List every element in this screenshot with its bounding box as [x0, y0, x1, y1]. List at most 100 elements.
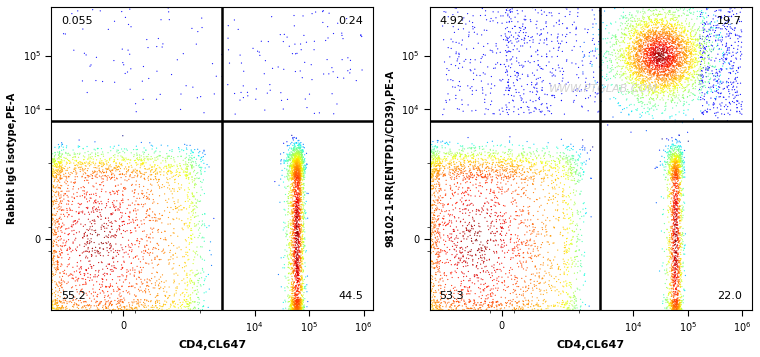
Point [287, 194, 299, 200]
Point [137, 149, 149, 155]
Point [291, 165, 303, 171]
Point [274, 200, 286, 205]
Point [674, 78, 686, 84]
Point [513, 30, 525, 35]
Point [272, 272, 284, 277]
Point [499, 318, 511, 324]
Point [435, 307, 448, 313]
Point [179, 294, 191, 300]
Point [81, 267, 93, 273]
Point [671, 58, 683, 64]
Point [647, 45, 659, 51]
Point [703, 65, 715, 71]
Point [289, 310, 301, 316]
Point [567, 218, 579, 224]
Point [420, 326, 432, 332]
Point [639, 32, 651, 38]
Point [675, 187, 687, 193]
Point [505, 276, 518, 282]
Point [287, 307, 299, 312]
Point [468, 173, 480, 179]
Point [661, 153, 673, 159]
Point [290, 316, 302, 322]
Point [282, 285, 294, 291]
Point [54, 176, 66, 181]
Point [138, 297, 150, 302]
Point [289, 313, 301, 318]
Point [673, 269, 686, 275]
Point [107, 153, 119, 159]
Point [447, 192, 459, 197]
Point [648, 56, 660, 61]
Point [501, 57, 513, 62]
Point [89, 139, 101, 145]
Point [671, 176, 683, 181]
Point [519, 308, 531, 313]
Point [670, 219, 682, 225]
Point [499, 279, 511, 285]
Point [627, 31, 639, 36]
Point [668, 303, 680, 309]
Point [552, 217, 564, 223]
Point [296, 163, 308, 169]
Point [84, 192, 96, 197]
Point [294, 221, 306, 227]
Point [629, 63, 641, 69]
Point [78, 303, 90, 309]
Point [672, 3, 684, 9]
Point [523, 175, 535, 181]
Point [697, 10, 709, 15]
Point [296, 241, 309, 247]
Point [423, 144, 435, 149]
Point [287, 267, 299, 273]
Point [294, 308, 306, 314]
Point [93, 302, 105, 307]
Point [648, 66, 660, 72]
Point [293, 172, 306, 178]
Point [423, 278, 435, 283]
Point [644, 56, 656, 62]
Point [58, 317, 70, 323]
Point [667, 9, 679, 15]
Point [527, 84, 540, 90]
Point [58, 207, 70, 213]
Point [290, 169, 302, 175]
Point [296, 324, 308, 330]
Point [285, 233, 297, 238]
Point [670, 310, 682, 316]
Point [661, 73, 673, 79]
Point [82, 317, 94, 323]
Point [591, 55, 603, 61]
Point [673, 231, 686, 236]
Point [637, 95, 649, 100]
Point [666, 88, 678, 94]
Point [663, 320, 675, 325]
Point [126, 164, 138, 170]
Point [291, 215, 303, 221]
Point [641, 34, 654, 39]
Point [714, 57, 726, 62]
Point [293, 145, 305, 151]
Point [667, 217, 679, 223]
Point [677, 39, 689, 44]
Point [282, 299, 294, 305]
Point [295, 297, 307, 303]
Point [167, 252, 179, 258]
Point [48, 159, 60, 164]
Point [647, 67, 659, 72]
Point [576, 239, 588, 245]
Point [135, 319, 147, 325]
Point [689, 36, 701, 42]
Point [190, 316, 202, 322]
Point [670, 164, 682, 169]
Point [292, 273, 304, 278]
Point [632, 56, 644, 62]
Point [673, 210, 686, 215]
Point [181, 301, 193, 307]
Point [71, 163, 84, 169]
Point [295, 281, 307, 287]
Point [492, 242, 505, 248]
Point [292, 176, 304, 182]
Point [489, 233, 501, 238]
Point [653, 58, 665, 64]
